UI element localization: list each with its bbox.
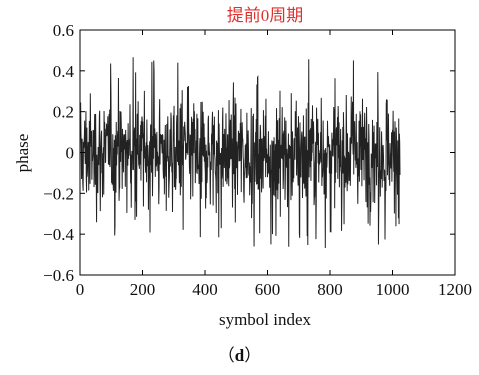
caption-label: d (234, 346, 245, 365)
figure-caption: （d） (0, 341, 479, 366)
chart-title: 提前0周期 (227, 6, 304, 25)
x-tick-label: 600 (255, 280, 281, 299)
y-tick-label: 0 (66, 144, 75, 163)
caption-close-paren: ） (244, 346, 262, 365)
y-tick-label: 0.6 (53, 21, 74, 40)
x-axis-ticks: 0 200 400 600 800 1000 1200 (76, 30, 472, 299)
x-tick-label: 400 (192, 280, 218, 299)
y-tick-label: −0.4 (43, 225, 74, 244)
x-tick-label: 800 (317, 280, 343, 299)
x-axis-label: symbol index (219, 310, 312, 329)
y-tick-label: −0.6 (43, 266, 74, 285)
series-line-phase (79, 57, 401, 249)
y-tick-label: −0.2 (43, 184, 74, 203)
y-axis-ticks: −0.6 −0.4 −0.2 0 0.2 0.4 0.6 (43, 21, 455, 285)
x-tick-label: 1200 (438, 280, 472, 299)
phase-chart: 提前0周期 0 200 400 600 800 1000 1200 −0.6 −0.4 −0.2… (13, 6, 472, 329)
y-axis-label: phase (13, 134, 32, 173)
y-tick-label: 0.2 (53, 103, 74, 122)
x-tick-label: 0 (76, 280, 85, 299)
plot-area (79, 29, 456, 276)
x-tick-label: 1000 (376, 280, 410, 299)
caption-open-paren: （ (217, 346, 235, 365)
y-tick-label: 0.4 (53, 62, 75, 81)
x-tick-label: 200 (130, 280, 156, 299)
